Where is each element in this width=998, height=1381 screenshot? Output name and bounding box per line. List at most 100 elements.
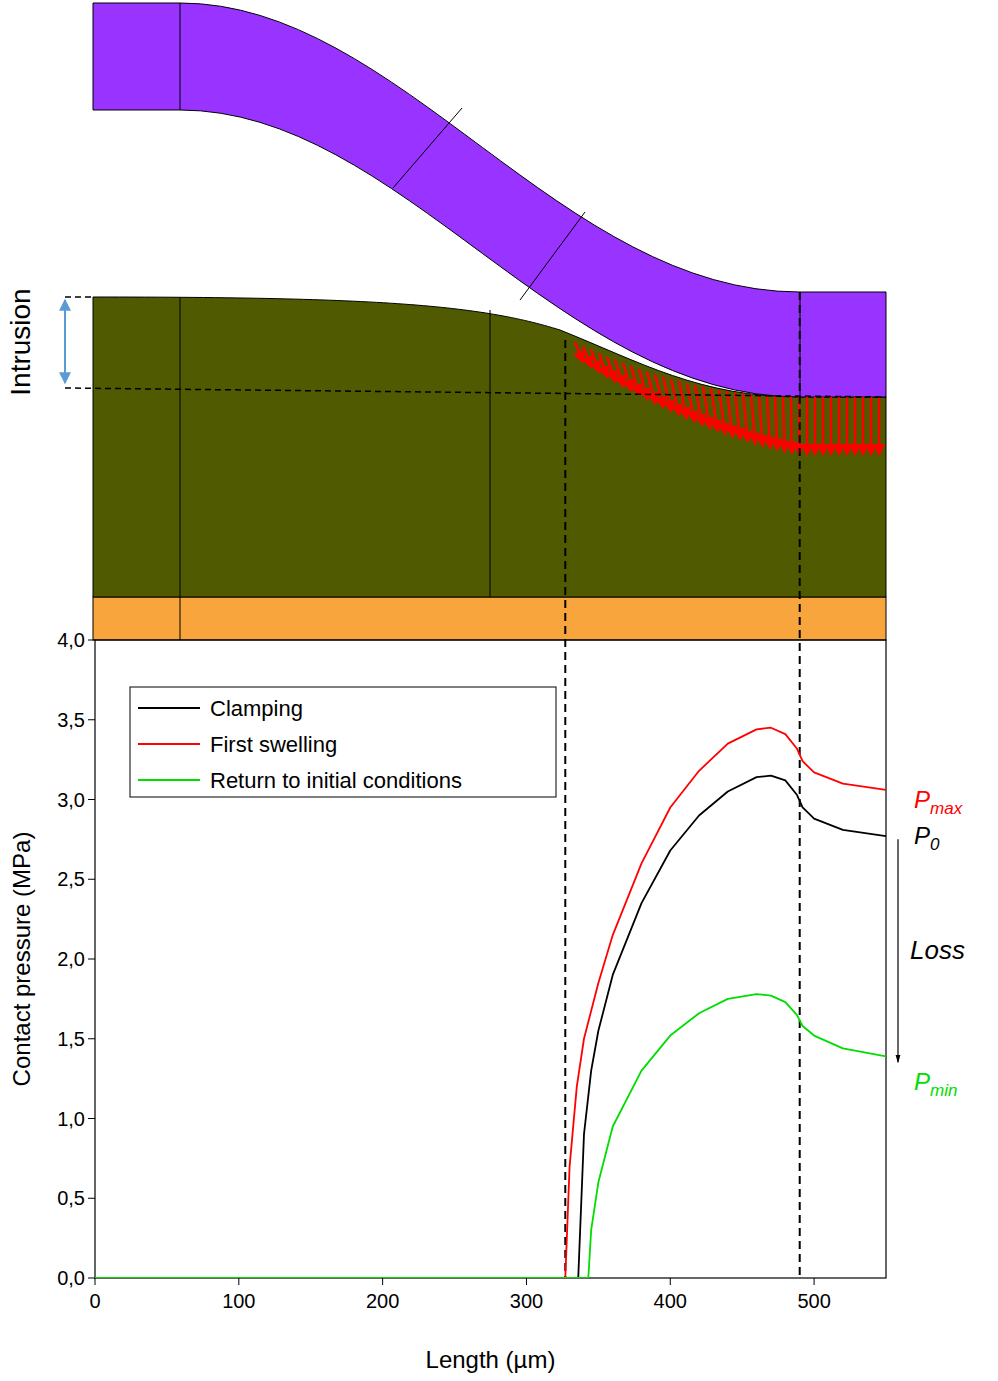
series-line	[95, 728, 886, 1278]
y-tick	[88, 1278, 95, 1279]
dash-line	[65, 388, 886, 397]
substrate	[93, 597, 886, 640]
pressure-arrow	[703, 387, 710, 429]
diagram: Intrusion	[5, 3, 886, 640]
annotation-subscript: 0	[930, 835, 940, 854]
annotation: Loss	[910, 935, 965, 965]
pressure-arrow	[814, 397, 817, 455]
pressure-arrow	[735, 392, 740, 439]
pressure-arrow	[751, 394, 755, 444]
pressure-arrow	[783, 397, 785, 452]
pressure-arrow	[655, 374, 664, 408]
pressure-arrow	[671, 379, 679, 415]
legend-label: Clamping	[210, 696, 303, 721]
plot-frame	[95, 640, 886, 1278]
y-tick-label: 4,0	[57, 629, 85, 651]
annotation: Pmax	[914, 786, 963, 818]
legend-label: First swelling	[210, 732, 337, 757]
pressure-arrow	[687, 383, 695, 422]
y-tick-label: 2,5	[57, 868, 85, 890]
annotation: Pmin	[914, 1068, 957, 1100]
y-tick-label: 3,0	[57, 789, 85, 811]
intrusion-arrow	[64, 300, 66, 383]
pressure-arrow	[591, 350, 599, 373]
pressure-arrow	[719, 390, 725, 435]
pressure-arrow	[775, 396, 777, 450]
pressure-arrow	[575, 342, 583, 362]
x-axis-title: Length (µm)	[426, 1346, 556, 1373]
legend-swatch	[138, 707, 200, 709]
y-tick-label: 0,0	[57, 1267, 85, 1289]
y-tick-label: 2,0	[57, 948, 85, 970]
y-tick	[88, 719, 95, 720]
mesh-line	[180, 297, 181, 597]
pressure-arrow	[806, 397, 809, 455]
pressure-arrow	[599, 353, 608, 377]
annotation-subscript: max	[930, 799, 963, 818]
y-tick-label: 0,5	[57, 1187, 85, 1209]
series-line	[95, 994, 886, 1278]
x-tick-label: 300	[510, 1290, 543, 1312]
annotation: P0	[914, 822, 940, 854]
series-group	[95, 728, 886, 1278]
punch	[93, 3, 886, 397]
x-tick-label: 100	[222, 1290, 255, 1312]
x-tick-label: 200	[366, 1290, 399, 1312]
loss-arrow	[897, 839, 898, 1062]
pressure-arrow	[759, 395, 763, 446]
intrusion-label: Intrusion	[5, 288, 36, 395]
y-tick	[88, 799, 95, 800]
pressure-arrow	[870, 397, 873, 455]
x-tick	[526, 1278, 527, 1285]
y-tick-label: 3,5	[57, 709, 85, 731]
annotation-text: P	[914, 786, 930, 813]
y-tick	[88, 1118, 95, 1119]
pressure-arrow	[743, 393, 748, 442]
y-tick-label: 1,5	[57, 1028, 85, 1050]
y-tick	[88, 879, 95, 880]
legend-swatch	[138, 743, 200, 745]
y-tick	[88, 640, 95, 641]
y-tick-label: 1,0	[57, 1108, 85, 1130]
mesh-line	[520, 212, 585, 300]
mesh-line	[180, 597, 181, 640]
y-tick	[88, 1198, 95, 1199]
x-tick	[382, 1278, 383, 1285]
dash-line	[65, 296, 93, 298]
x-tick	[238, 1278, 239, 1285]
x-tick	[670, 1278, 671, 1285]
reference-line	[799, 292, 801, 1278]
y-tick	[88, 1038, 95, 1039]
x-tick	[95, 1278, 96, 1285]
mesh-line	[490, 310, 491, 597]
pressure-arrow	[767, 396, 770, 449]
figure: Intrusion 0 100 200 300 400 500 0,0 0,5 1,0 1,5 2,0…	[0, 0, 998, 1381]
pressure-arrow	[854, 397, 857, 455]
x-tick-label: 500	[797, 1290, 830, 1312]
pressure-arrow	[846, 397, 849, 455]
y-axis-title: Contact pressure (MPa)	[8, 832, 35, 1087]
legend-label: Return to initial conditions	[210, 768, 462, 793]
pressure-arrow	[878, 397, 881, 455]
x-tick-label: 400	[654, 1290, 687, 1312]
series-line	[95, 776, 886, 1278]
pressure-arrow	[862, 397, 865, 455]
annotation-text: P	[914, 822, 930, 849]
pressure-arrow	[838, 397, 841, 455]
annotation-text: P	[914, 1068, 930, 1095]
pressure-arrow	[727, 391, 733, 437]
legend-swatch	[138, 779, 200, 781]
x-tick	[814, 1278, 815, 1285]
legend-box	[130, 687, 556, 797]
reference-line	[564, 340, 566, 1278]
pressure-arrow	[822, 397, 825, 455]
mesh-line	[393, 108, 462, 188]
annotation-subscript: min	[930, 1081, 957, 1100]
y-tick	[88, 959, 95, 960]
mesh-line	[180, 3, 181, 110]
pressure-arrow	[679, 381, 687, 419]
pressure-arrow	[695, 385, 702, 426]
pressure-arrow	[790, 397, 793, 454]
pressure-arrow	[583, 346, 591, 368]
pressure-arrow	[830, 397, 833, 455]
